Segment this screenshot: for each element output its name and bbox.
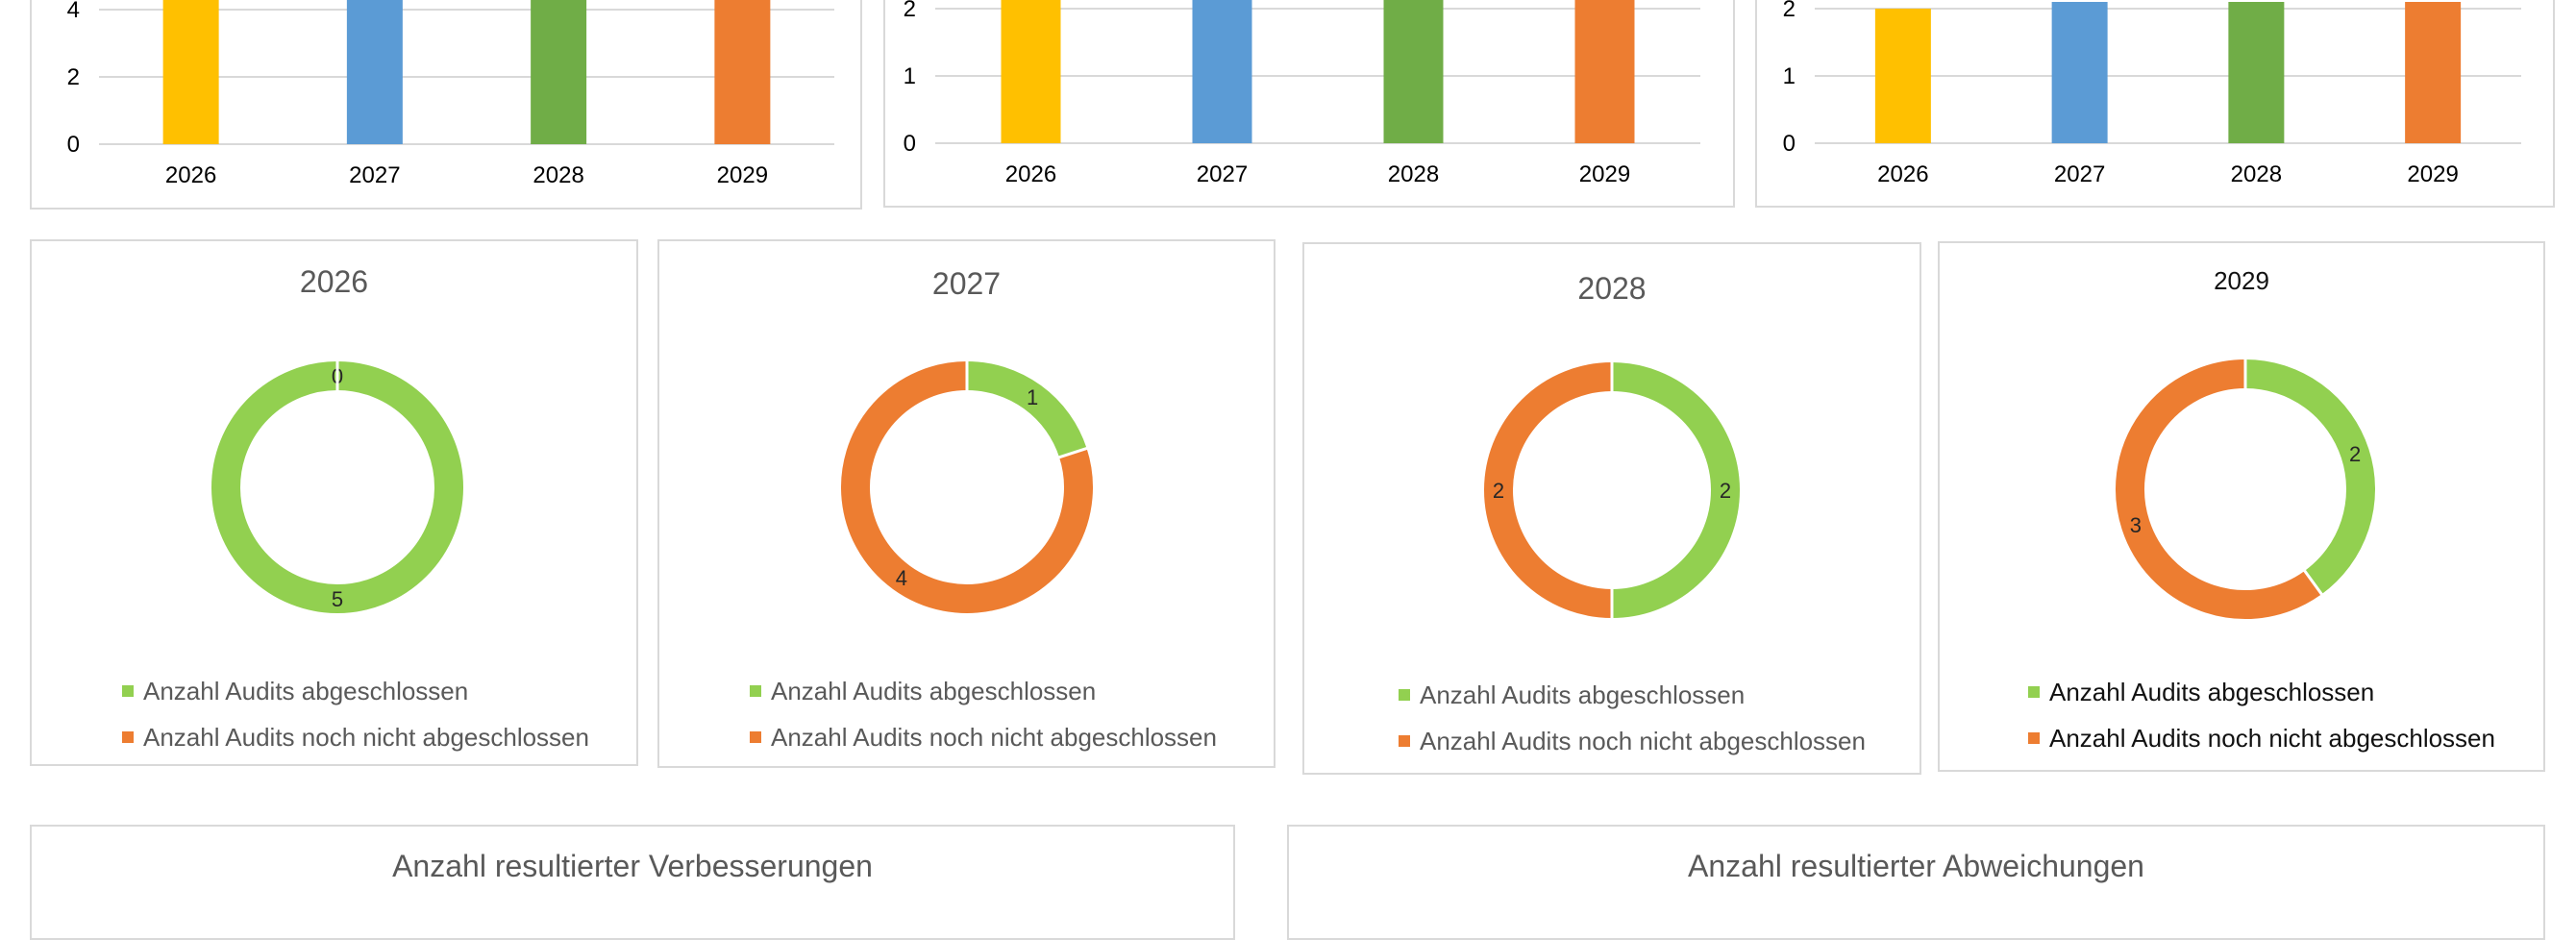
bar-2029: [2405, 2, 2462, 143]
x-tick-label: 2029: [717, 162, 768, 188]
donut-segment-completed: [966, 361, 1087, 458]
donut-segment-completed: [2244, 359, 2375, 595]
legend-label-completed: Anzahl Audits abgeschlossen: [771, 676, 1097, 705]
y-tick-label: 2: [904, 0, 916, 22]
donut-segment-open: [1484, 362, 1613, 618]
y-tick-label: 1: [1783, 63, 1796, 89]
legend-label-open: Anzahl Audits noch nicht abgeschlossen: [1420, 726, 1866, 755]
bar-chart-panel-2: 0 1 2 2026 2027 2028 2029: [883, 0, 1735, 208]
legend-2029: Anzahl Audits abgeschlossen Anzahl Audit…: [2028, 669, 2495, 761]
x-tick-label: 2026: [165, 162, 216, 188]
donut-segment-open: [841, 361, 1093, 613]
x-tick-label: 2027: [349, 162, 400, 188]
improvements-chart-title: Anzahl resultierter Verbesserungen: [392, 849, 873, 883]
legend-item-completed: Anzahl Audits abgeschlossen: [2028, 669, 2495, 715]
bar-2028: [2228, 2, 2285, 143]
legend-2028: Anzahl Audits abgeschlossen Anzahl Audit…: [1399, 672, 1866, 764]
bar-2029: [1574, 0, 1635, 143]
x-tick-label: 2027: [2054, 161, 2105, 187]
donut-value-label: 2: [1720, 479, 1731, 503]
y-tick-label: 0: [67, 132, 80, 158]
bar-2026: [1874, 9, 1931, 143]
bar-2028: [1383, 0, 1444, 143]
bar-chart-1: 0 2 4 2026 2027 2028 2029: [67, 0, 834, 188]
donut-value-label: 3: [2130, 513, 2142, 537]
y-tick-label: 1: [904, 63, 916, 89]
donut-separator: [2302, 569, 2324, 596]
x-tick-label: 2028: [533, 162, 583, 188]
bar-2028: [531, 0, 587, 144]
donut-value-label: 5: [332, 587, 343, 611]
legend-swatch-completed: [750, 685, 761, 697]
donut-title-2029: 2029: [2214, 266, 2269, 295]
deviations-chart-panel: Anzahl resultierter Abweichungen: [1287, 825, 2545, 940]
legend-2027: Anzahl Audits abgeschlossen Anzahl Audit…: [750, 668, 1217, 760]
donut-chart-2027: 14: [841, 360, 1093, 613]
legend-item-open: Anzahl Audits noch nicht abgeschlossen: [750, 714, 1217, 760]
bar-chart-panel-3: 0 1 2 2026 2027 2028 2029: [1755, 0, 2555, 208]
donut-title-2026: 2026: [299, 264, 369, 299]
x-tick-label: 2028: [2231, 161, 2282, 187]
legend-item-open: Anzahl Audits noch nicht abgeschlossen: [2028, 715, 2495, 761]
legend-swatch-open: [2028, 732, 2040, 744]
donut-value-label: 2: [2349, 442, 2361, 466]
bar-chart-panel-1: 0 2 4 2026 2027 2028 2029: [30, 0, 862, 210]
y-tick-label: 4: [67, 0, 80, 23]
legend-swatch-completed: [122, 685, 134, 697]
x-tick-label: 2026: [1877, 161, 1928, 187]
donut-segment-open: [2116, 359, 2322, 619]
legend-label-open: Anzahl Audits noch nicht abgeschlossen: [143, 722, 589, 752]
improvements-chart-panel: Anzahl resultierter Verbesserungen: [30, 825, 1235, 940]
donut-segment-completed: [1611, 362, 1740, 618]
legend-item-completed: Anzahl Audits abgeschlossen: [1399, 672, 1866, 718]
donut-panel-2026: 2026 50 Anzahl Audits abgeschlossen Anza…: [30, 239, 638, 766]
bar-2027: [2051, 2, 2108, 143]
deviations-chart-title: Anzahl resultierter Abweichungen: [1688, 849, 2144, 883]
legend-label-completed: Anzahl Audits abgeschlossen: [2049, 677, 2375, 706]
legend-label-completed: Anzahl Audits abgeschlossen: [1420, 680, 1746, 709]
donut-value-label: 1: [1027, 385, 1038, 409]
bar-2026: [1001, 0, 1061, 143]
bar-2027: [1192, 0, 1252, 143]
y-tick-label: 0: [904, 131, 916, 157]
donut-segment-completed: [211, 361, 463, 613]
donut-separator: [1057, 446, 1089, 459]
donut-chart-2029: 23: [2116, 359, 2375, 619]
legend-swatch-open: [750, 731, 761, 743]
y-tick-label: 2: [1783, 0, 1796, 22]
x-tick-label: 2027: [1197, 161, 1248, 187]
x-tick-label: 2026: [1005, 161, 1056, 187]
donut-value-label: 4: [896, 566, 907, 590]
legend-2026: Anzahl Audits abgeschlossen Anzahl Audit…: [122, 668, 589, 760]
donut-title-2028: 2028: [1577, 271, 1647, 306]
legend-swatch-open: [1399, 735, 1410, 747]
donut-chart-2026: 50: [211, 360, 463, 613]
donut-title-2027: 2027: [931, 266, 1002, 301]
legend-item-completed: Anzahl Audits abgeschlossen: [122, 668, 589, 714]
bar-2029: [714, 0, 771, 144]
donut-value-label: 2: [1493, 479, 1504, 503]
bar-chart-2: 0 1 2 2026 2027 2028 2029: [904, 0, 1700, 187]
legend-item-completed: Anzahl Audits abgeschlossen: [750, 668, 1217, 714]
bar-2026: [162, 0, 219, 144]
legend-label-open: Anzahl Audits noch nicht abgeschlossen: [771, 722, 1217, 752]
bar-2027: [346, 0, 403, 144]
y-tick-label: 0: [1783, 131, 1796, 157]
y-tick-label: 2: [67, 64, 80, 90]
x-tick-label: 2028: [1388, 161, 1439, 187]
legend-label-completed: Anzahl Audits abgeschlossen: [143, 676, 469, 705]
bar-chart-3: 0 1 2 2026 2027 2028 2029: [1783, 0, 2521, 187]
legend-item-open: Anzahl Audits noch nicht abgeschlossen: [122, 714, 589, 760]
donut-chart-2028: 22: [1484, 361, 1740, 619]
x-tick-label: 2029: [1579, 161, 1630, 187]
x-tick-label: 2029: [2407, 161, 2458, 187]
legend-swatch-completed: [2028, 686, 2040, 698]
legend-label-open: Anzahl Audits noch nicht abgeschlossen: [2049, 723, 2495, 753]
legend-item-open: Anzahl Audits noch nicht abgeschlossen: [1399, 718, 1866, 764]
legend-swatch-open: [122, 731, 134, 743]
legend-swatch-completed: [1399, 689, 1410, 701]
